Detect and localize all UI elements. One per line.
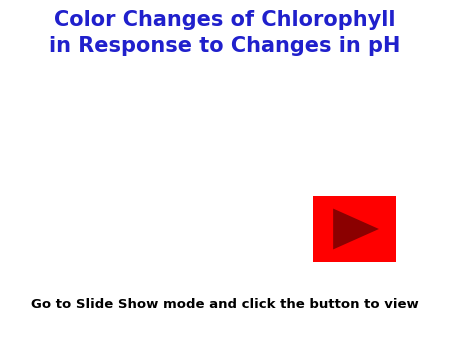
Text: Go to Slide Show mode and click the button to view: Go to Slide Show mode and click the butt… — [31, 298, 419, 311]
Bar — [313, 196, 396, 262]
Text: Color Changes of Chlorophyll
in Response to Changes in pH: Color Changes of Chlorophyll in Response… — [50, 10, 400, 56]
Polygon shape — [333, 209, 379, 249]
